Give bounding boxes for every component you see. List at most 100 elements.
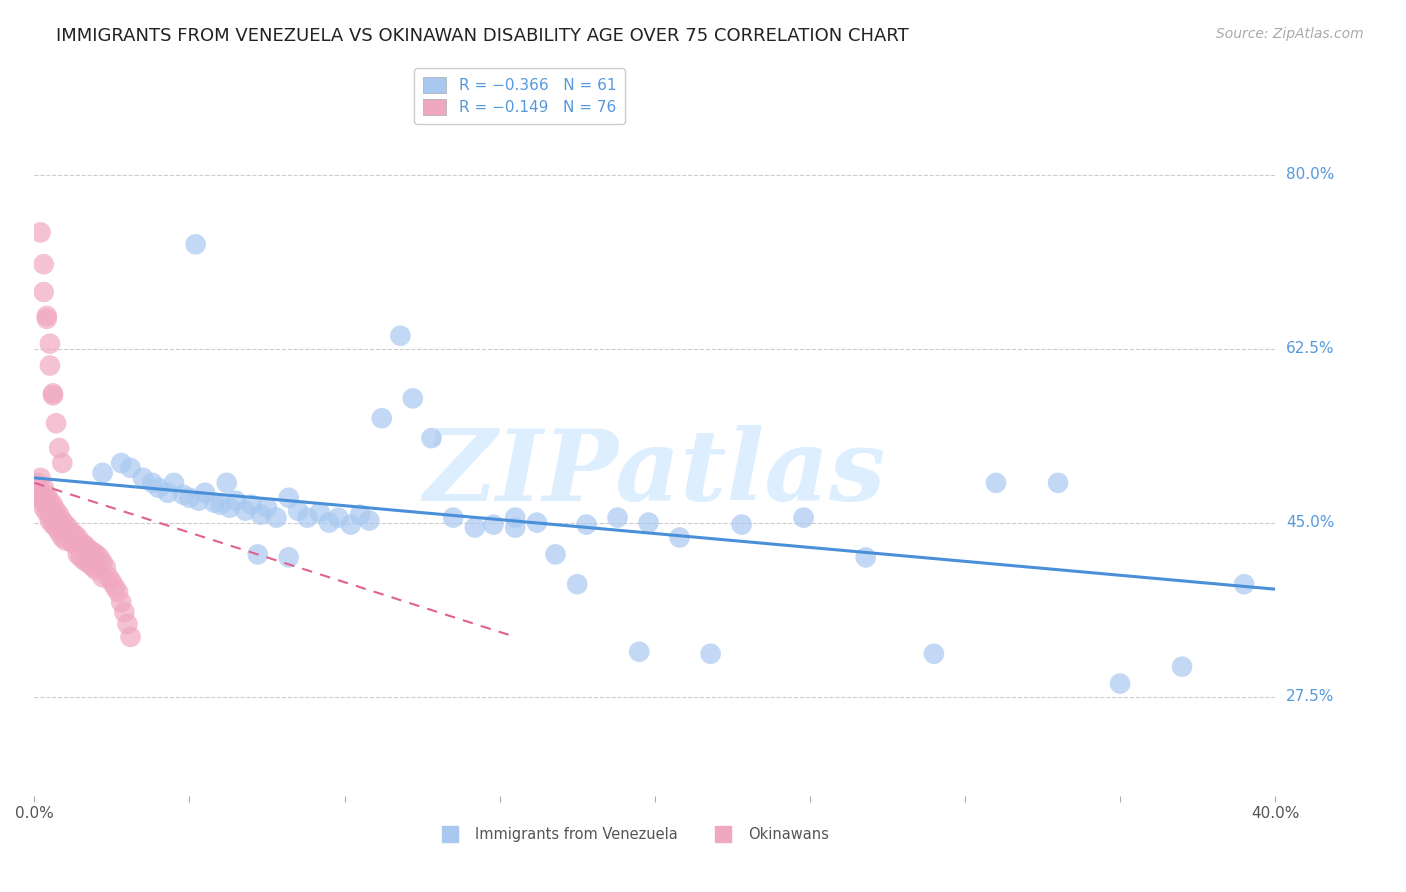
Point: [58, 520, 80, 534]
Point: [120, 630, 142, 644]
Point: [86, 563, 108, 577]
Point: [32, 491, 55, 505]
Point: [55, 517, 77, 532]
Point: [464, 520, 486, 534]
Point: [63, 527, 86, 541]
Point: [35, 498, 58, 512]
Point: [104, 580, 127, 594]
Point: [30, 485, 52, 500]
Point: [855, 550, 877, 565]
Point: [266, 510, 288, 524]
Point: [76, 555, 98, 569]
Point: [45, 510, 67, 524]
Point: [606, 510, 628, 524]
Point: [42, 386, 65, 401]
Point: [73, 537, 96, 551]
Point: [32, 285, 55, 299]
Point: [287, 503, 309, 517]
Point: [1233, 577, 1256, 591]
Point: [42, 517, 65, 532]
Point: [187, 493, 209, 508]
Point: [91, 570, 114, 584]
Point: [240, 498, 263, 512]
Point: [55, 533, 77, 548]
Point: [503, 510, 526, 524]
Point: [32, 496, 55, 510]
Point: [984, 475, 1007, 490]
Point: [91, 555, 114, 569]
Text: ZIPatlas: ZIPatlas: [423, 425, 886, 522]
Point: [82, 545, 104, 559]
Point: [246, 548, 269, 562]
Point: [202, 496, 225, 510]
Point: [163, 475, 186, 490]
Point: [482, 517, 505, 532]
Point: [51, 531, 73, 545]
Point: [42, 508, 65, 522]
Point: [328, 510, 350, 524]
Point: [32, 500, 55, 515]
Point: [179, 491, 201, 505]
Point: [297, 510, 319, 524]
Point: [30, 226, 52, 240]
Point: [112, 605, 135, 619]
Text: IMMIGRANTS FROM VENEZUELA VS OKINAWAN DISABILITY AGE OVER 75 CORRELATION CHART: IMMIGRANTS FROM VENEZUELA VS OKINAWAN DI…: [56, 27, 910, 45]
Point: [32, 481, 55, 495]
Point: [30, 491, 52, 505]
Point: [27, 485, 49, 500]
Text: Immigrants from Venezuela: Immigrants from Venezuela: [475, 827, 678, 842]
Point: [48, 525, 70, 540]
Legend: R = −0.366   N = 61, R = −0.149   N = 76: R = −0.366 N = 61, R = −0.149 N = 76: [415, 68, 626, 124]
Point: [55, 527, 77, 541]
Point: [730, 517, 752, 532]
Point: [1109, 676, 1132, 690]
Point: [45, 520, 67, 534]
Point: [32, 257, 55, 271]
Text: 27.5%: 27.5%: [1286, 689, 1334, 704]
Point: [91, 466, 114, 480]
Point: [132, 471, 155, 485]
Point: [51, 456, 73, 470]
Point: [66, 548, 89, 562]
Point: [1046, 475, 1069, 490]
Point: [45, 503, 67, 517]
Point: [38, 336, 60, 351]
Point: [256, 500, 278, 515]
Point: [389, 328, 412, 343]
Point: [544, 548, 567, 562]
Point: [107, 585, 129, 599]
Point: [42, 388, 65, 402]
Point: [51, 520, 73, 534]
Point: [420, 431, 443, 445]
Point: [156, 485, 179, 500]
Point: [38, 359, 60, 373]
Point: [79, 543, 101, 558]
Point: [110, 456, 132, 470]
Point: [277, 491, 299, 505]
Point: [637, 516, 659, 530]
Point: [922, 647, 945, 661]
Point: [277, 550, 299, 565]
Point: [184, 237, 207, 252]
Point: [27, 475, 49, 490]
Point: [86, 548, 108, 562]
Point: [194, 485, 217, 500]
Point: [70, 550, 93, 565]
Point: [89, 550, 111, 565]
Point: [318, 516, 340, 530]
Point: [567, 577, 589, 591]
Point: [79, 558, 101, 572]
Point: [48, 441, 70, 455]
Point: [110, 595, 132, 609]
Point: [38, 508, 60, 522]
Point: [76, 541, 98, 555]
Point: [82, 560, 104, 574]
Point: [120, 461, 142, 475]
Point: [402, 392, 425, 406]
Point: [148, 481, 170, 495]
Text: 62.5%: 62.5%: [1286, 341, 1334, 356]
Point: [70, 535, 93, 549]
Point: [339, 517, 361, 532]
Point: [628, 645, 651, 659]
Point: [209, 498, 232, 512]
